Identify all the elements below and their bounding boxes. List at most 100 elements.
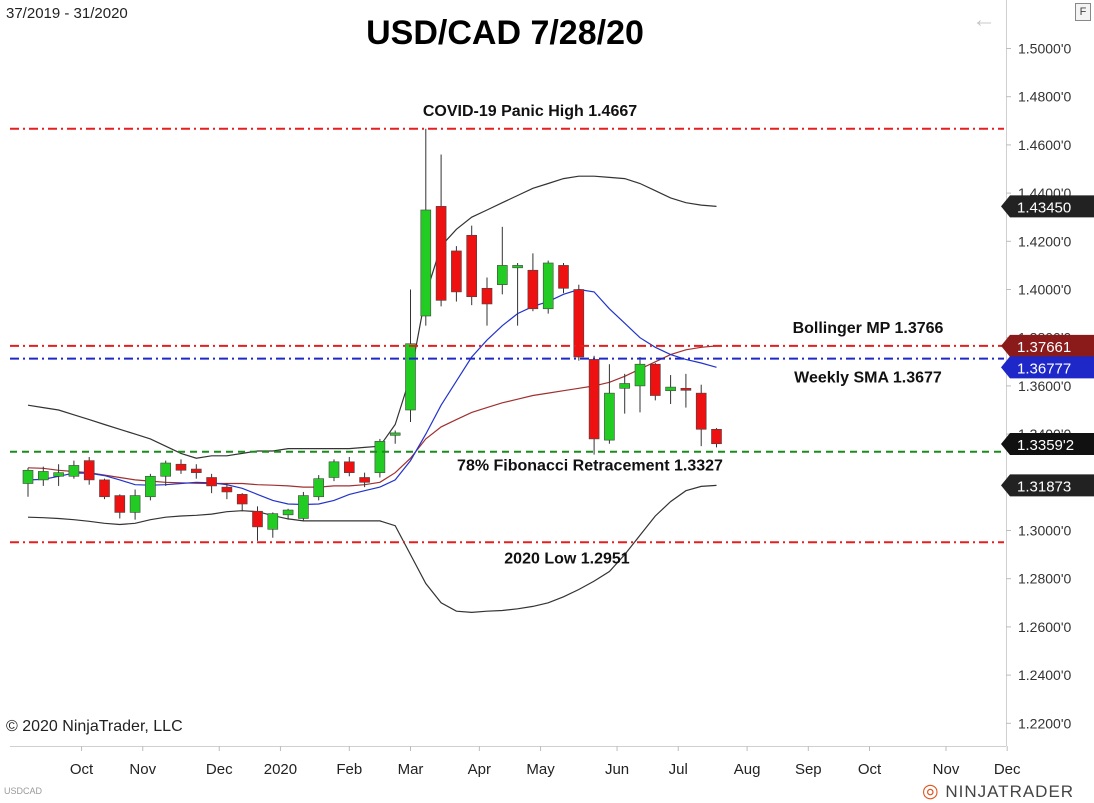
y-tick-label: 1.4600'0 [1018,137,1071,153]
price-marker-label: 1.43450 [1017,199,1071,216]
candle [160,460,171,486]
candle-body [328,461,340,478]
price-marker-box [1001,432,1094,455]
candle-body [435,206,447,301]
f-button[interactable]: F [1075,3,1091,21]
price-marker-box [1001,356,1094,379]
candle [711,428,722,448]
candle-body [298,495,309,519]
bollinger-upper-line [27,175,717,459]
x-tick-label: Jun [605,761,629,778]
candle-body [680,388,692,391]
price-marker-label: 1.36777 [1017,360,1071,377]
candle-body [313,478,325,498]
candle-body [221,486,233,493]
candle [99,478,110,500]
candle [420,128,432,326]
candle [665,375,676,404]
weekly-sma-line [27,288,717,506]
candle-body [711,428,722,445]
candle [374,438,386,478]
date-range: 37/2019 - 31/2020 [6,5,128,22]
x-tick-label: Aug [734,761,761,778]
candle-body [343,461,355,473]
candle-body [466,234,478,298]
y-tick-label: 1.5000'0 [1018,41,1071,57]
candle [588,355,600,455]
x-tick-label: 2020 [264,761,297,778]
candle-body [267,513,279,530]
candle-body [512,265,523,269]
x-tick-label: Oct [70,761,94,778]
candle [451,246,462,302]
x-tick-label: Nov [129,761,156,778]
candle [389,430,401,444]
candle-body [145,475,156,498]
candle [634,356,646,413]
level-label: 2020 Low 1.2951 [504,550,630,567]
candle [236,493,248,512]
candle [542,260,554,314]
price-marker-label: 1.3359'2 [1017,437,1074,454]
brand-logo: ◎ NINJATRADER [922,781,1075,802]
candle [649,363,661,401]
x-tick-label: Feb [336,761,362,778]
candle [298,491,309,521]
x-tick-label: Jul [669,761,688,778]
candle [252,506,263,541]
candle-body [68,465,80,477]
candle-body [496,265,508,285]
candle-body [558,265,569,289]
price-marker: 1.31873 [1001,474,1094,497]
candle [175,459,187,474]
candle-body [359,477,370,483]
candle [558,262,569,294]
candle-body [22,469,34,484]
candle [83,456,95,485]
candle [145,473,156,501]
price-marker-box [1001,195,1094,218]
candle-body [588,359,600,440]
price-marker: 1.3359'2 [1001,432,1094,455]
candle-body [665,386,676,392]
candle-body [604,392,615,441]
y-tick-label: 1.4800'0 [1018,89,1071,105]
candle [313,475,325,501]
candle [405,289,416,423]
candle [695,384,707,447]
candle [53,464,64,486]
candle [68,460,80,479]
candle-body [619,383,631,389]
y-tick-label: 1.2600'0 [1018,619,1071,635]
price-marker-label: 1.37661 [1017,339,1071,356]
candle [267,512,279,538]
candle [512,262,523,326]
arrow-left-icon[interactable]: ← [972,6,996,33]
y-tick-label: 1.4200'0 [1018,233,1071,249]
candle [604,364,615,444]
candle [206,473,217,494]
x-tick-label: Oct [858,761,882,778]
candle-body [573,289,585,358]
candle-body [282,509,294,516]
candle [37,466,49,486]
candle-body [191,468,202,473]
price-marker-box [1001,334,1094,357]
copyright-text: © 2020 NinjaTrader, LLC [6,718,183,735]
level-label: 78% Fibonacci Retracement 1.3327 [457,458,723,475]
candle [527,253,539,312]
x-tick-label: Dec [206,761,233,778]
candle-body [374,441,386,473]
candle-body [37,471,49,481]
candle-body [481,287,493,305]
candle-body [129,495,141,513]
y-tick-label: 1.2800'0 [1018,571,1071,587]
candle-body [114,495,126,513]
candle [680,373,692,408]
candle [328,459,340,482]
level-label: COVID-19 Panic High 1.4667 [423,103,637,120]
price-marker: 1.36777 [1001,356,1094,379]
candle [619,373,631,414]
brand-text: NINJATRADER [945,782,1075,801]
